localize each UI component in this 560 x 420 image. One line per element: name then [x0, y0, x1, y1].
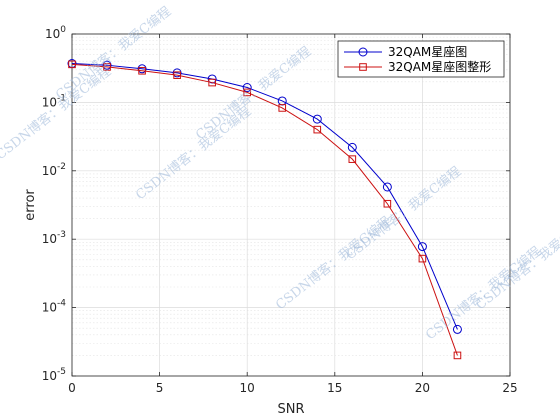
data-point-square [103, 63, 111, 71]
data-point-square [173, 71, 181, 79]
data-point-circle [452, 324, 462, 334]
x-axis-ticks: 0 5 10 15 20 25 [68, 34, 518, 395]
legend-box [337, 40, 505, 78]
data-point-square [348, 155, 357, 163]
data-point-square [418, 254, 427, 263]
data-point-circle [137, 64, 147, 74]
y-tick-label: 10-2 [42, 162, 66, 178]
series-2 [68, 60, 462, 360]
data-point-circle [172, 68, 182, 78]
series-layer [67, 59, 462, 360]
data-point-circle [347, 142, 357, 152]
data-point-square [138, 66, 146, 75]
legend-marker [358, 47, 368, 57]
x-tick-label: 10 [240, 381, 255, 395]
data-point-circle [312, 114, 322, 124]
legend-label: 32QAM星座图 [388, 44, 467, 59]
data-point-circle [242, 83, 252, 93]
data-point-circle [417, 242, 427, 252]
data-point-square [243, 88, 251, 97]
x-tick-label: 25 [502, 381, 517, 395]
data-point-square [453, 351, 462, 360]
y-tick-label: 100 [45, 25, 66, 41]
legend-marker [359, 63, 367, 71]
legend-label: 32QAM星座图整形 [388, 59, 491, 74]
data-point-square [208, 78, 216, 87]
x-tick-label: 20 [415, 381, 430, 395]
data-point-square [68, 60, 76, 69]
data-point-circle [382, 182, 392, 192]
data-point-square [278, 104, 287, 112]
x-axis-label: SNR [277, 402, 304, 417]
y-tick-label: 10-4 [42, 299, 67, 315]
x-tick-label: 5 [156, 381, 164, 395]
data-point-circle [102, 60, 112, 70]
y-tick-label: 10-3 [42, 230, 66, 246]
legend-entry: 32QAM星座图整形 [344, 59, 491, 74]
x-tick-label: 15 [327, 381, 342, 395]
series-line [71, 63, 458, 356]
plot-area [67, 33, 511, 377]
data-point-square [383, 199, 392, 208]
series-1 [67, 59, 462, 334]
axes-frame [71, 33, 511, 377]
data-point-square [313, 125, 322, 134]
y-tick-label: 10-5 [42, 367, 66, 383]
x-tick-label: 0 [68, 381, 76, 395]
y-tick-label: 10-1 [42, 93, 66, 109]
axes-background [72, 34, 510, 376]
y-axis-label: error [23, 189, 38, 221]
y-axis-ticks: 100 10-1 10-2 10-3 10-4 10-5 [42, 25, 510, 383]
legend-entry: 32QAM星座图 [344, 44, 467, 59]
series-line [71, 63, 458, 330]
